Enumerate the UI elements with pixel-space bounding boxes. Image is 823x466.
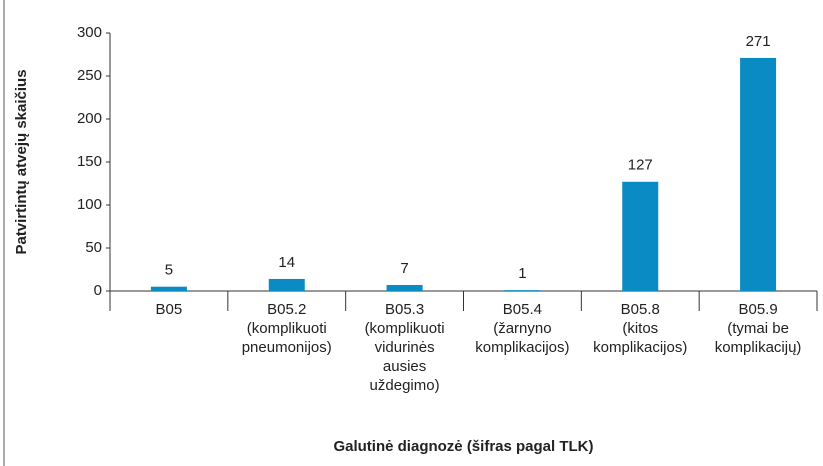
x-tick-label: B05.4 (žarnyno komplikacijos) [475,301,570,356]
y-axis-title: Patvirtintų atvejų skaičius [13,69,30,254]
x-tick-label: B05.2 (komplikuoti pneumonijos) [241,301,332,356]
y-tick-label: 50 [85,239,102,256]
x-tick-label: B05.8 (kitos komplikacijos) [593,301,688,356]
bar [386,284,423,291]
y-tick-label: 100 [77,196,102,213]
y-tick-label: 150 [77,153,102,170]
x-tick-label: B05.3 (komplikuoti vidurinės ausies užde… [364,301,445,394]
bar [504,290,541,291]
y-tick-label: 0 [94,282,102,299]
x-tick-label: B05.9 (tymai be komplikacijų) [714,301,802,356]
bar [268,278,305,291]
x-tick-label: B05 [155,301,183,318]
data-label: 5 [165,262,173,279]
data-label: 127 [628,157,653,174]
bar [150,286,187,291]
x-axis-title: Galutinė diagnozė (šifras pagal TLK) [333,438,594,455]
data-label: 1 [518,265,526,282]
y-tick-label: 250 [77,67,102,84]
y-tick-label: 200 [77,110,102,127]
data-label: 7 [400,260,408,277]
bar [740,57,777,291]
data-label: 271 [746,33,771,50]
y-tick-label: 300 [77,24,102,41]
bar [622,181,659,291]
data-label: 14 [278,254,295,271]
